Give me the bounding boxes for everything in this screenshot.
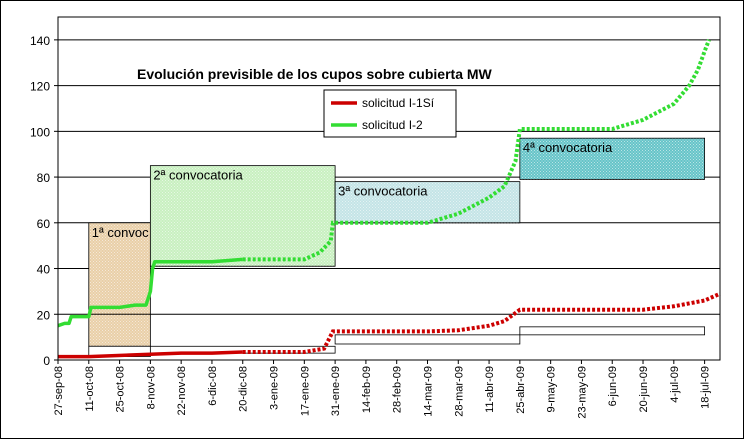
convocatoria-box [519,137,706,180]
x-tick-label: 28-feb-09 [392,366,404,413]
y-tick-label: 100 [30,125,50,139]
y-tick-label: 60 [37,217,51,231]
x-tick-label: 18-jul-09 [700,366,712,409]
convocatoria-label: 1ª convoc [92,225,149,240]
series-line-dotted [242,291,721,354]
x-tick-label: 9-may-09 [546,366,558,412]
chart-title: Evolución previsible de los cupos sobre … [137,66,493,82]
x-tick-label: 27-sep-08 [53,366,65,416]
x-tick-label: 14-feb-09 [361,366,373,413]
x-tick-label: 11-abr-09 [484,366,496,413]
x-tick-label: 25-abr-09 [515,366,527,414]
x-tick-label: 25-oct-08 [115,366,127,412]
legend: solicitud I-1Sí solicitud I-2 [323,89,457,138]
x-tick-label: 22-nov-08 [176,366,188,416]
y-tick-label: 140 [30,34,50,48]
x-tick-label: 6-jun-09 [607,366,619,406]
y-axis-ticks: 0 20 40 60 80 100 120 140 [30,34,58,368]
series-line-dotted [242,39,711,262]
x-tick-label: 4-jul-09 [669,366,681,403]
quota-band [519,326,706,336]
chart-title-group: Evolución previsible de los cupos sobre … [137,66,493,82]
x-tick-label: 6-dic-08 [207,366,219,406]
y-tick-label: 0 [43,354,50,368]
convocatoria-boxes: 1ª convoc 2ª convocatoria 3ª convocatoria 4… [88,137,706,357]
y-tick-label: 40 [37,263,51,277]
x-tick-label: 20-jun-09 [638,366,650,412]
x-tick-label: 17-ene-09 [299,366,311,416]
x-tick-label: 28-mar-09 [453,366,465,417]
x-tick-label: 8-nov-08 [145,366,157,409]
y-tick-label: 120 [30,80,50,94]
x-tick-label: 31-ene-09 [330,366,342,416]
convocatoria-label: 3ª convocatoria [338,184,428,199]
series-lines [57,39,721,359]
convocatoria-label: 4ª convocatoria [523,140,613,155]
y-tick-label: 80 [37,171,51,185]
quota-band [334,334,521,345]
convocatoria-label: 2ª convocatoria [153,168,243,183]
x-tick-label: 20-dic-08 [238,366,250,412]
series-line-solid [58,350,243,359]
x-tick-label: 11-oct-08 [84,366,96,412]
x-tick-label: 3-ene-09 [269,366,281,410]
x-tick-label: 14-mar-09 [422,366,434,417]
convocatoria-box-lower [88,313,151,347]
series-line-solid [57,257,243,328]
legend-box [323,89,457,138]
legend-label: solicitud I-2 [362,118,423,132]
legend-label: solicitud I-1Sí [362,96,435,110]
x-tick-label: 23-may-09 [576,366,588,419]
convocatoria-box [334,181,521,224]
plot-area-border [57,16,721,361]
convocatoria-box [88,222,151,315]
x-axis-ticks: 27-sep-08 11-oct-08 25-oct-08 8-nov-08 22-no… [53,360,712,419]
y-tick-label: 20 [37,308,51,322]
